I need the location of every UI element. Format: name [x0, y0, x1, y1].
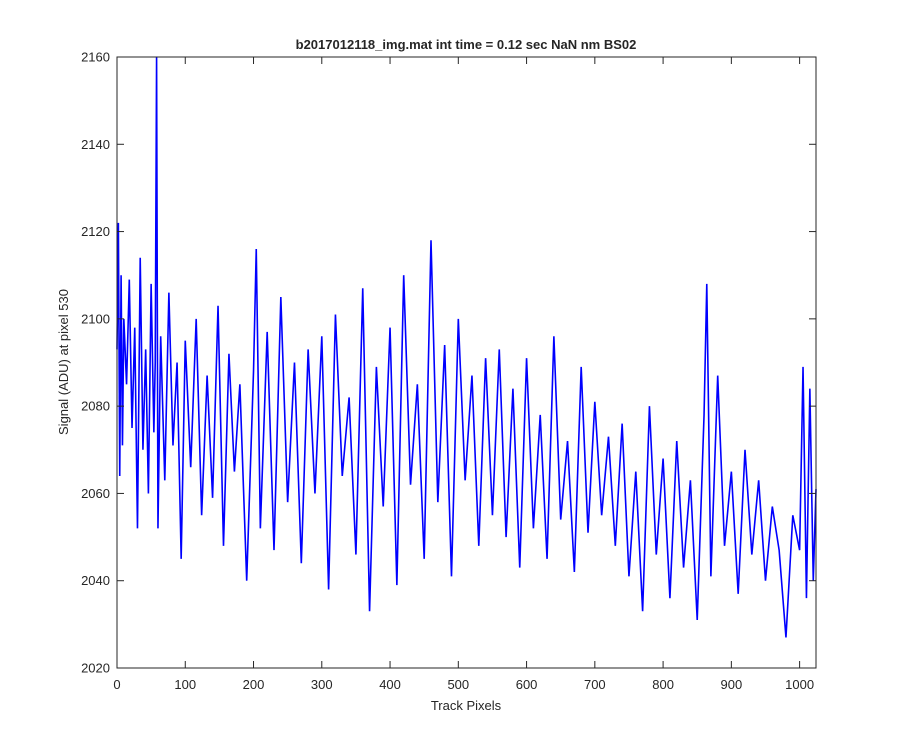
y-tick-label: 2160	[81, 50, 110, 65]
x-axis: 0 100 200 300 400 500 600 700 800 900 1000	[113, 57, 814, 692]
x-tick-label: 400	[379, 677, 401, 692]
y-axis-label: Signal (ADU) at pixel 530	[56, 289, 71, 435]
x-tick-label: 300	[311, 677, 333, 692]
y-tick-label: 2140	[81, 137, 110, 152]
x-axis-label: Track Pixels	[431, 698, 502, 713]
y-tick-label: 2060	[81, 486, 110, 501]
series-line-0	[116, 56, 817, 638]
x-tick-label: 200	[243, 677, 265, 692]
x-tick-label: 1000	[785, 677, 814, 692]
y-axis: 2020 2040 2060 2080 2100 2120 2140 2160	[81, 50, 816, 676]
x-tick-label: 900	[721, 677, 743, 692]
y-tick-label: 2080	[81, 399, 110, 414]
plot-frame	[116, 56, 817, 669]
y-tick-label: 2040	[81, 573, 110, 588]
x-tick-label: 700	[584, 677, 606, 692]
x-tick-label: 100	[174, 677, 196, 692]
plot-area	[116, 56, 817, 638]
y-tick-label: 2100	[81, 311, 110, 326]
y-tick-label: 2120	[81, 224, 110, 239]
x-tick-label: 600	[516, 677, 538, 692]
x-tick-label: 800	[652, 677, 674, 692]
chart-title: b2017012118_img.mat int time = 0.12 sec …	[296, 37, 637, 52]
x-tick-label: 0	[113, 677, 120, 692]
x-tick-label: 500	[447, 677, 469, 692]
y-tick-label: 2020	[81, 661, 110, 676]
